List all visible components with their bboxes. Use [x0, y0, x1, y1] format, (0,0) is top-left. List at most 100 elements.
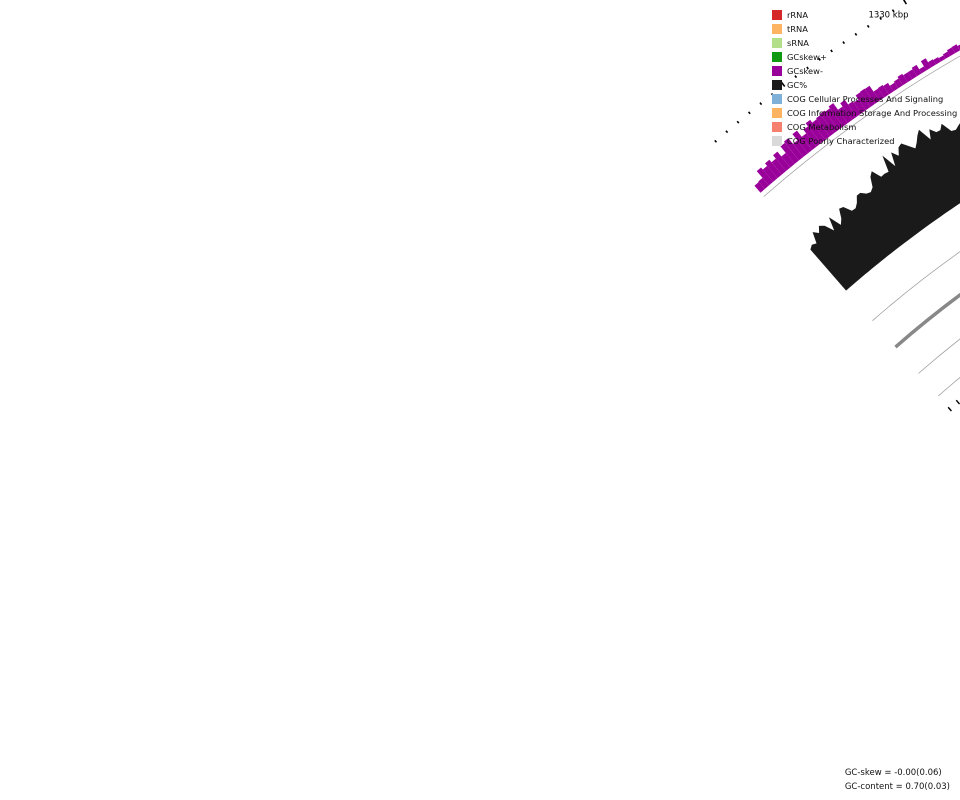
legend-swatch: [772, 66, 782, 76]
ruler-tick: [736, 120, 740, 124]
gc-skew-bar: [893, 78, 903, 89]
ruler-tick: [902, 0, 908, 5]
gc-skew-bar: [783, 138, 804, 161]
legend-label: rRNA: [787, 10, 809, 20]
gc-skew-bar: [837, 106, 853, 124]
ruler-tick: [714, 139, 718, 143]
legend-swatch: [772, 52, 782, 62]
legend-item: rRNA: [772, 8, 957, 22]
legend-label: tRNA: [787, 24, 808, 34]
gc-skew-bar: [942, 51, 951, 59]
ruler-tick: [725, 130, 729, 134]
ruler-tick: [854, 32, 858, 36]
gc-skew-bar: [773, 151, 791, 172]
legend-item: COG Metabolism: [772, 120, 957, 134]
gc-skew-bar: [781, 152, 795, 168]
ruler-tick: [806, 66, 809, 70]
gc-skew-stat: GC-skew = -0.00(0.06): [844, 768, 942, 778]
gc-skew-bar: [907, 69, 917, 80]
gc-content-band: [810, 123, 960, 291]
gc-skew-bar: [957, 44, 960, 51]
legend-item: COG Information Storage And Processing: [772, 106, 957, 120]
legend-swatch: [772, 94, 782, 104]
gc-skew-bar: [803, 126, 821, 147]
legend-swatch: [772, 122, 782, 132]
gc-skew-track: [754, 44, 960, 193]
legend-swatch: [772, 108, 782, 118]
gc-content-track: [810, 123, 960, 291]
legend-item: GC%: [772, 78, 957, 92]
legend-swatch: [772, 136, 782, 146]
legend-swatch: [772, 38, 782, 48]
gc-skew-bar: [903, 72, 913, 83]
gc-skew-bar: [848, 101, 862, 117]
legend-item: GCskew+: [772, 50, 957, 64]
gc-skew-bar: [758, 177, 769, 190]
gc-skew-bar: [859, 88, 876, 107]
gc-skew-bar: [877, 84, 889, 98]
gc-skew-bar: [928, 59, 936, 68]
ruler-tick: [879, 16, 882, 20]
ruler-tick: [747, 111, 751, 115]
legend-label: GCskew-: [787, 66, 823, 76]
legend-label: sRNA: [787, 38, 809, 48]
gc-skew-bar: [780, 142, 800, 164]
gc-skew-bar: [897, 73, 908, 86]
gc-skew-bar: [825, 108, 844, 130]
ruler-tick: [759, 102, 763, 106]
scale-ruler: [714, 0, 960, 412]
gc-skew-bar: [933, 57, 941, 65]
gc-skew-bar: [819, 110, 839, 134]
inner-ruler-tick: [947, 406, 952, 412]
inner-ruler-tick: [955, 399, 960, 405]
gc-skew-bar: [911, 64, 922, 77]
gc-skew-bar: [946, 47, 956, 56]
gc-skew-bar: [816, 114, 835, 137]
gc-skew-bar: [765, 159, 782, 179]
gc-skew-bar: [840, 99, 857, 120]
legend-swatch: [772, 10, 782, 20]
legend-label: COG Cellular Processes And Signaling: [787, 94, 944, 104]
gc-skew-bar: [792, 140, 808, 157]
gc-skew-bar: [864, 85, 880, 104]
legend-label: COG Information Storage And Processing: [787, 108, 958, 118]
gc-skew-bar: [855, 92, 871, 111]
ruler-tick: [794, 75, 798, 79]
gc-skew-bar: [754, 182, 765, 193]
legend-label: GCskew+: [787, 52, 827, 62]
gc-skew-bar: [756, 167, 774, 186]
legend-item: tRNA: [772, 22, 957, 36]
gc-skew-bar: [828, 103, 848, 127]
legend-swatch: [772, 80, 782, 90]
gc-skew-bar: [853, 99, 866, 114]
gc-skew-bar: [920, 58, 932, 71]
gc-skew-bar: [873, 88, 885, 101]
gc-skew-bar: [883, 82, 894, 95]
legend: rRNA tRNA sRNA GCskew+ GCskew- GC% COG Cellula…: [772, 8, 957, 148]
legend-swatch: [772, 24, 782, 34]
tick-labels: 1330 kbp1335 kbp1340 kbp1345 kbp1350 kbp…: [868, 10, 908, 20]
ruler-tick: [891, 9, 895, 13]
gc-skew-bar: [889, 82, 899, 92]
gc-skew-bar: [919, 66, 927, 74]
ruler-tick: [830, 49, 833, 53]
stats-panel: GC-skew = -0.00(0.06) GC-content = 0.70(…: [845, 766, 950, 794]
legend-item: sRNA: [772, 36, 957, 50]
ruler-tick: [842, 41, 846, 45]
gc-skew-bar: [762, 165, 778, 182]
tick-label: 1330 kbp: [868, 10, 908, 20]
legend-label: GC%: [787, 80, 808, 90]
legend-label: COG Poorly Characterized: [787, 136, 895, 146]
ruler-tick: [866, 24, 870, 28]
gc-skew-bar: [951, 44, 960, 54]
gc-skew-bar: [792, 130, 813, 154]
ruler-tick: [818, 57, 821, 61]
gc-content-stat: GC-content = 0.70(0.03): [844, 782, 950, 792]
legend-item: COG Cellular Processes And Signaling: [772, 92, 957, 106]
legend-item: GCskew-: [772, 64, 957, 78]
gc-skew-bar: [801, 133, 817, 151]
gc-skew-bar: [771, 158, 787, 175]
gc-skew-bar: [938, 55, 946, 62]
legend-label: COG Metabolism: [787, 122, 857, 132]
